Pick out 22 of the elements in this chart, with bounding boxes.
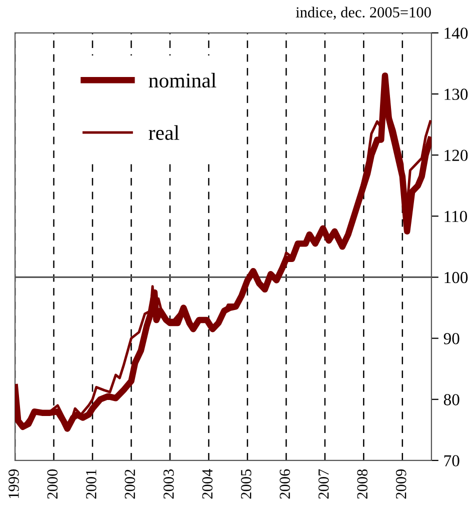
x-tick-label: 2004 <box>202 469 213 499</box>
x-tick-label: 2009 <box>396 469 406 499</box>
y-tick-label: 80 <box>444 394 460 406</box>
x-tick-label: 2005 <box>240 469 252 499</box>
x-tick-label: 2007 <box>318 469 329 499</box>
y-tick-label: 130 <box>444 88 468 100</box>
y-tick-label: 90 <box>444 332 460 344</box>
x-tick-label: 2001 <box>86 470 96 499</box>
y-tick-label: 100 <box>444 272 468 284</box>
x-tick-label: 2006 <box>280 469 290 499</box>
x-tick-label: 2000 <box>47 469 58 499</box>
x-tick-label: 2002 <box>124 470 136 499</box>
y-axis-title: indice, dec. 2005=100 <box>296 6 431 20</box>
y-tick-label: 70 <box>444 455 460 466</box>
legend-label: nominal <box>148 72 216 88</box>
x-tick-label: 1999 <box>8 469 19 498</box>
x-tick-label: 2003 <box>164 469 174 499</box>
y-tick-label: 120 <box>444 150 468 161</box>
x-tick-label: 2008 <box>357 469 368 499</box>
y-tick-label: 140 <box>444 28 468 39</box>
legend-label: real <box>148 125 180 140</box>
y-tick-label: 110 <box>444 210 468 222</box>
